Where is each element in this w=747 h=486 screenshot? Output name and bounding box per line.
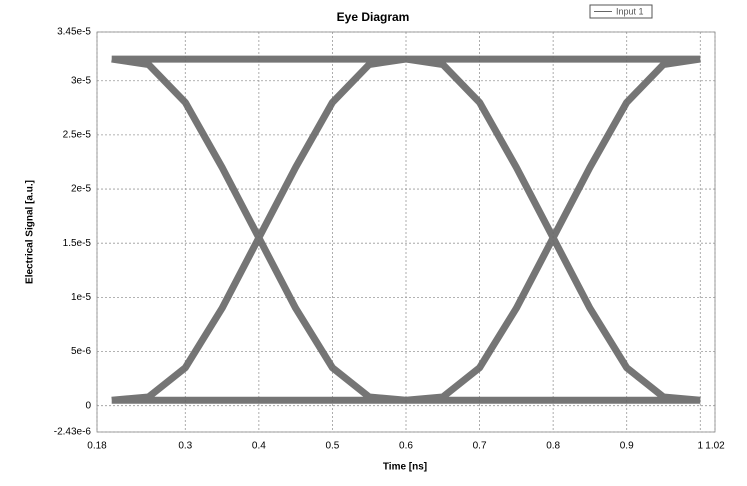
legend-label: Input 1 [616, 6, 644, 16]
y-tick-label: 5e-6 [71, 346, 91, 357]
plot-frame [96, 31, 716, 433]
x-axis-label: Time [ns] [383, 462, 427, 473]
x-tick-label: 0.9 [620, 441, 634, 452]
eye-trace [111, 55, 701, 404]
x-tick-label: 1.02 [705, 441, 725, 452]
x-tick-label: 0.4 [252, 441, 266, 452]
x-tick-label: 0.18 [87, 441, 107, 452]
y-tick-label: 1.5e-5 [63, 238, 92, 249]
x-tick-label: 0.5 [325, 441, 339, 452]
y-tick-label: 3.45e-5 [57, 27, 91, 38]
y-axis-label: Electrical Signal [a.u.] [25, 180, 36, 284]
y-tick-label: 2.5e-5 [63, 130, 92, 141]
x-tick-label: 0.3 [178, 441, 192, 452]
legend-box [589, 4, 653, 19]
x-tick-label: 0.6 [399, 441, 413, 452]
y-tick-label: -2.43e-6 [54, 427, 92, 438]
x-tick-label: 1 [698, 441, 704, 452]
y-tick-label: 1e-5 [71, 292, 91, 303]
x-tick-label: 0.7 [473, 441, 487, 452]
chart-title: Eye Diagram [337, 10, 410, 24]
y-tick-label: 0 [85, 400, 91, 411]
y-tick-label: 2e-5 [71, 184, 91, 195]
y-tick-label: 3e-5 [71, 75, 91, 86]
x-tick-label: 0.8 [546, 441, 560, 452]
